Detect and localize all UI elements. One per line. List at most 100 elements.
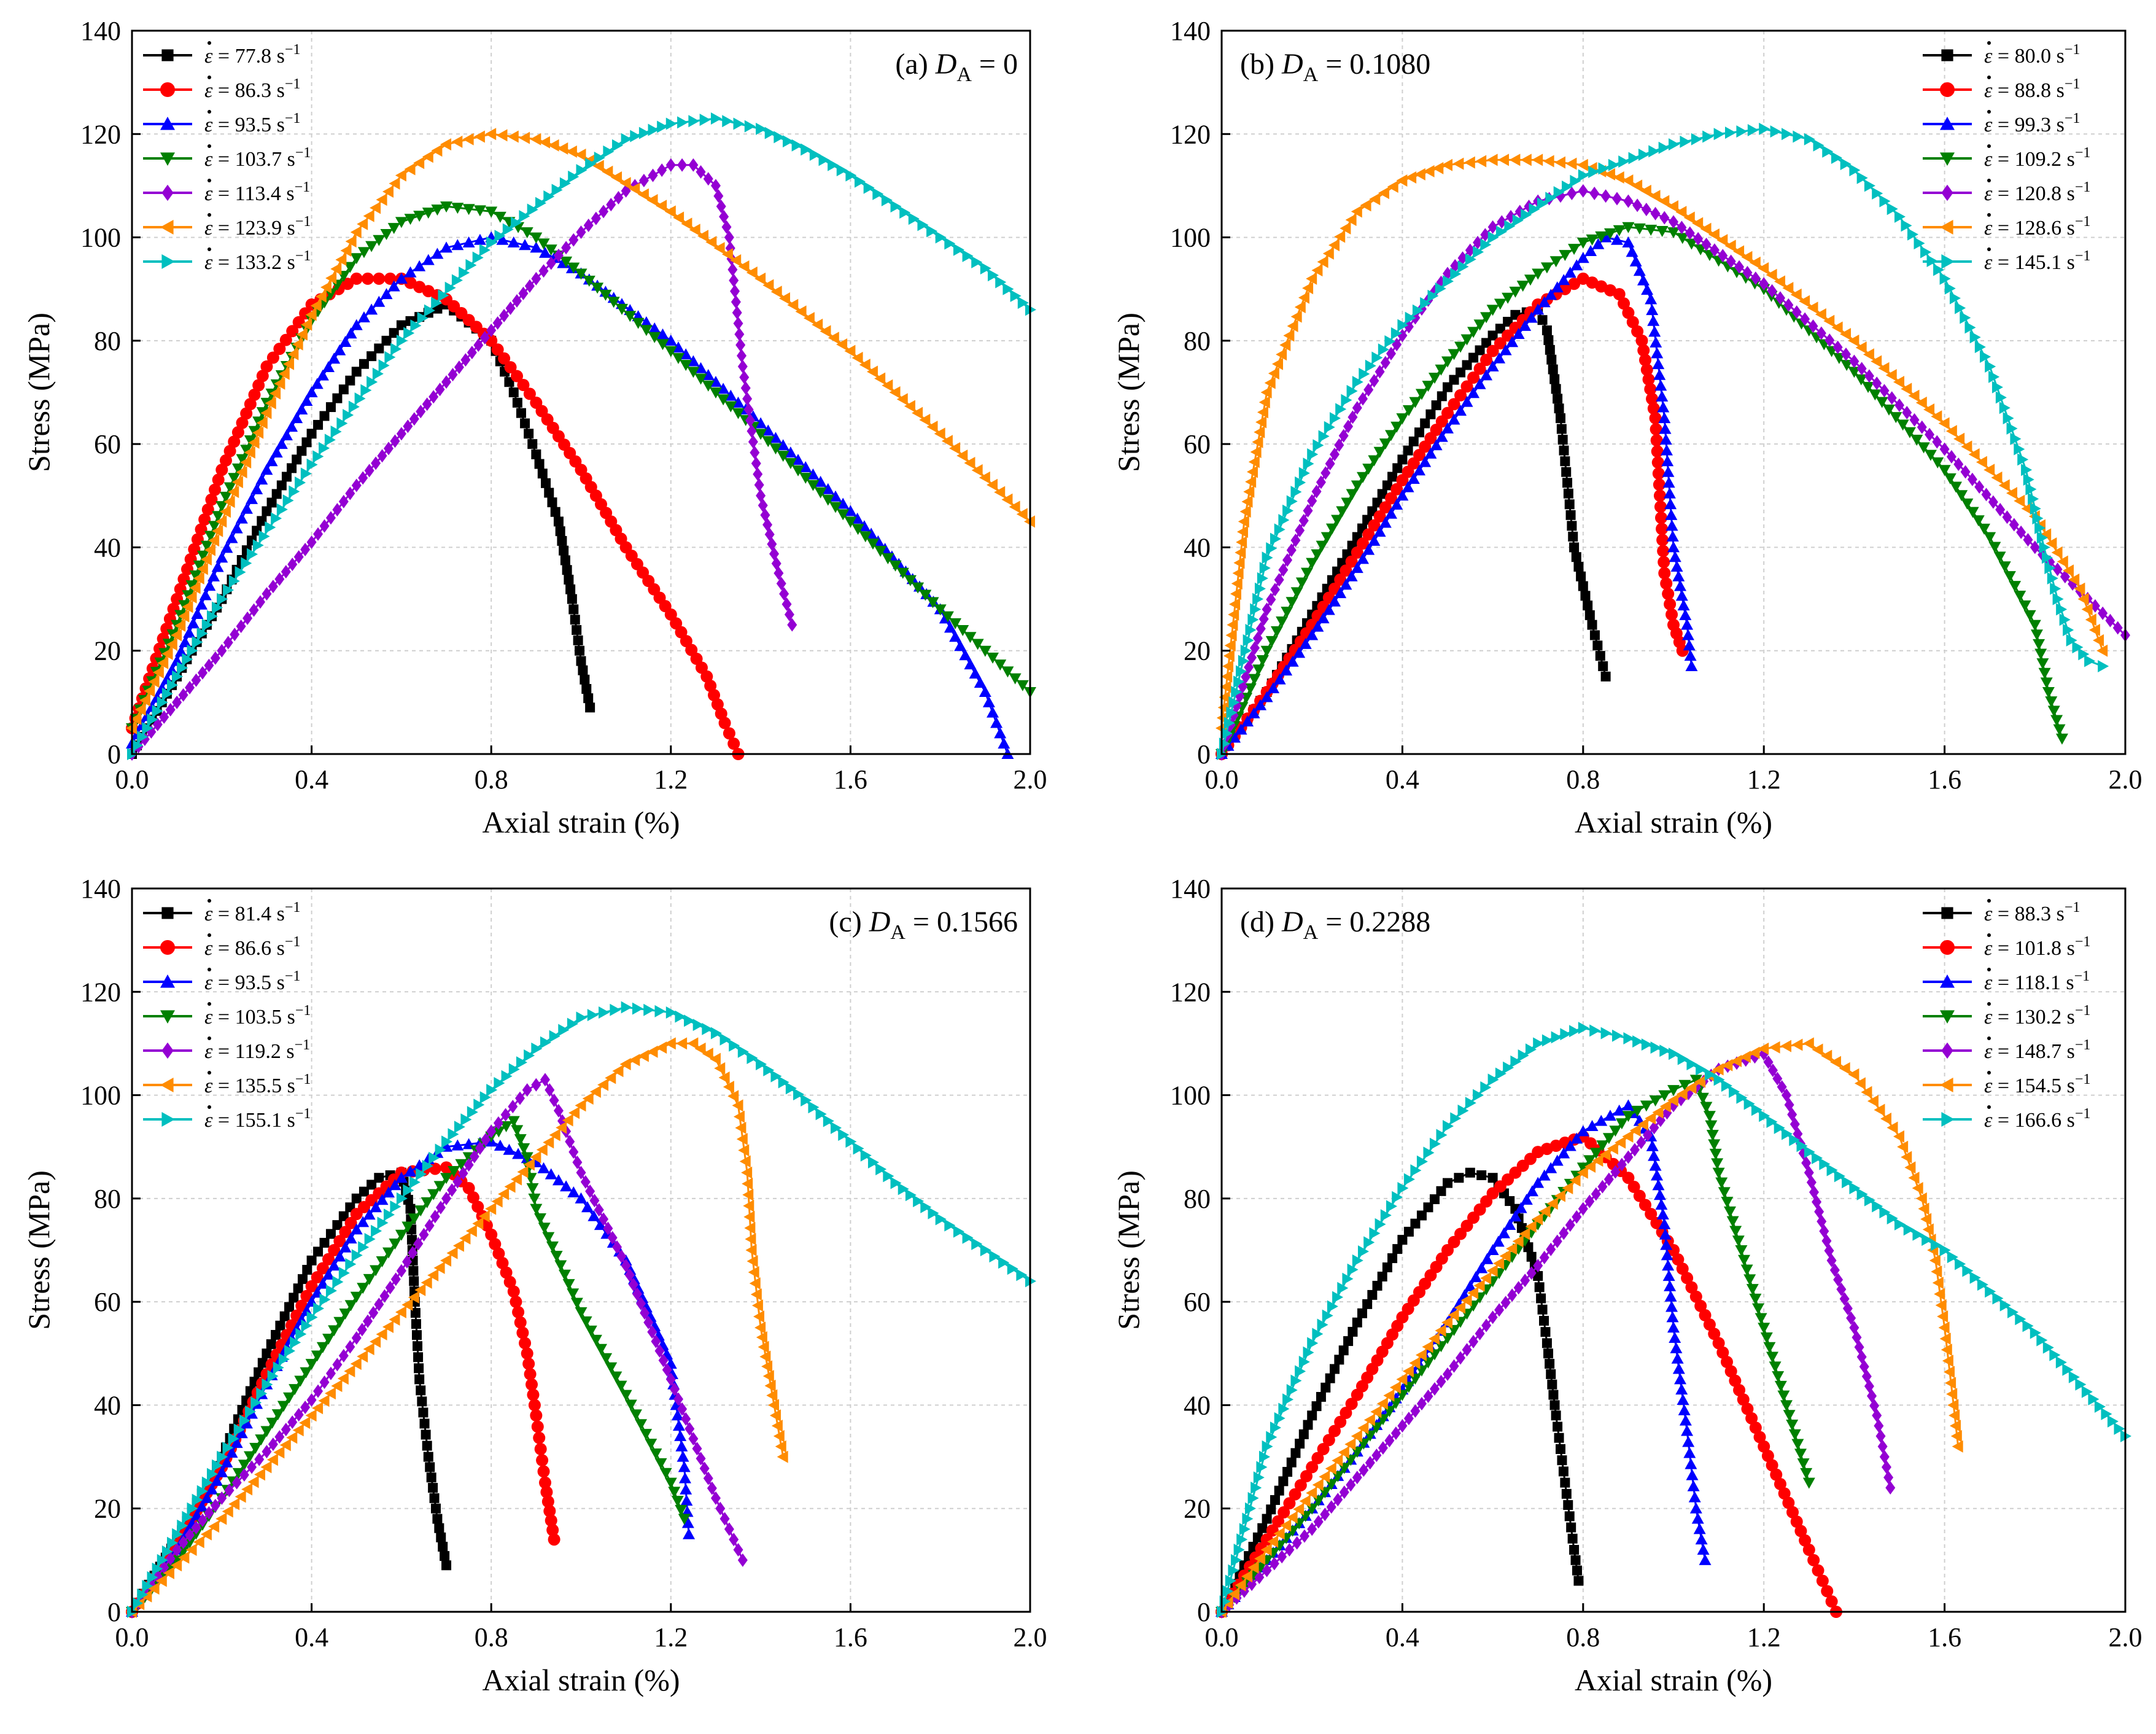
legend-label: ε = 118.1 s−1 — [1984, 968, 2090, 994]
grid — [132, 888, 1030, 1612]
data-point — [1341, 497, 1354, 509]
x-tick-label: 1.2 — [1747, 764, 1781, 795]
data-point — [236, 620, 246, 634]
data-point — [366, 351, 377, 362]
data-point — [508, 1063, 520, 1076]
data-point — [485, 206, 498, 218]
data-point — [1494, 298, 1506, 310]
data-point — [1559, 250, 1572, 262]
series-a-5 — [126, 128, 1035, 734]
data-point — [1317, 1442, 1330, 1455]
data-point — [195, 523, 207, 536]
data-point — [1270, 532, 1281, 545]
data-point — [1652, 1106, 1664, 1119]
data-point — [1947, 1399, 1959, 1412]
data-point — [1274, 573, 1284, 587]
data-point — [1741, 1402, 1754, 1415]
data-point — [1294, 1479, 1307, 1491]
data-point — [1961, 440, 1972, 453]
data-point — [1766, 1116, 1778, 1129]
data-point — [1465, 243, 1475, 257]
data-point — [568, 1145, 579, 1159]
data-point — [1543, 155, 1554, 168]
legend-label: ε = 130.2 s−1 — [1984, 1003, 2090, 1028]
data-point — [1595, 651, 1605, 661]
data-point — [1443, 1367, 1452, 1381]
data-point — [1385, 430, 1397, 441]
data-point — [379, 1289, 390, 1303]
data-point — [185, 680, 195, 694]
data-point — [452, 1175, 463, 1189]
data-point — [1372, 1280, 1382, 1291]
data-point — [545, 1168, 557, 1180]
data-point — [1328, 595, 1341, 607]
data-point — [1583, 601, 1593, 611]
data-point — [1557, 435, 1568, 445]
data-point — [230, 1437, 243, 1448]
data-point — [729, 273, 739, 287]
data-point — [448, 368, 458, 382]
data-point — [537, 238, 550, 250]
data-point — [1487, 1173, 1498, 1183]
data-point — [276, 503, 288, 516]
data-point — [1713, 128, 1725, 141]
data-point — [422, 150, 433, 163]
data-point — [1685, 659, 1698, 671]
data-point — [766, 1389, 778, 1402]
data-point — [1988, 370, 2000, 383]
data-point — [1879, 195, 1891, 208]
data-point — [567, 262, 580, 274]
data-point — [534, 1442, 547, 1455]
legend-marker — [1941, 1112, 1955, 1127]
data-point — [289, 1384, 301, 1396]
data-point — [1436, 1186, 1446, 1196]
data-point — [199, 589, 212, 601]
data-point — [1600, 671, 1611, 682]
data-point — [1569, 542, 1580, 553]
data-point — [658, 1353, 669, 1367]
data-point — [1667, 200, 1678, 213]
x-tick-label: 0.4 — [1386, 1622, 1419, 1652]
data-point — [336, 417, 348, 430]
data-point — [697, 230, 708, 243]
data-point — [591, 282, 604, 294]
data-point — [1613, 225, 1626, 236]
data-point — [1662, 588, 1675, 601]
data-point — [1007, 1262, 1018, 1275]
data-point — [498, 1188, 510, 1200]
data-point — [1669, 215, 1678, 229]
data-point — [753, 467, 763, 481]
data-point — [207, 570, 220, 581]
data-point — [1569, 1025, 1581, 1038]
data-point — [646, 1045, 658, 1058]
data-point — [220, 1456, 233, 1468]
data-point — [2050, 715, 2063, 726]
data-point — [1801, 1156, 1812, 1170]
data-point — [337, 1372, 349, 1385]
data-point — [1655, 511, 1668, 524]
data-point — [570, 1297, 583, 1309]
data-point — [1692, 217, 1704, 230]
data-point — [200, 1528, 212, 1541]
data-point — [562, 565, 572, 575]
data-point — [1460, 395, 1473, 407]
data-point — [1507, 1288, 1518, 1302]
data-point — [1443, 1178, 1452, 1188]
data-point — [890, 1176, 902, 1189]
data-point — [1540, 1327, 1551, 1337]
data-point — [1665, 508, 1678, 520]
data-point — [2016, 525, 2026, 539]
data-point — [260, 1461, 272, 1474]
legend-label: ε = 101.8 s−1 — [1984, 934, 2090, 960]
data-point — [595, 1343, 608, 1355]
data-point — [1622, 1172, 1635, 1184]
legend-entry: ε = 133.2 s−1 — [143, 247, 311, 274]
data-point — [1551, 281, 1564, 293]
data-point — [585, 1184, 595, 1199]
plot-frame — [1220, 29, 2127, 755]
data-point — [808, 1101, 820, 1114]
data-point — [196, 562, 208, 575]
data-point — [1763, 1342, 1776, 1353]
data-point — [171, 1559, 182, 1572]
data-point — [585, 158, 597, 171]
